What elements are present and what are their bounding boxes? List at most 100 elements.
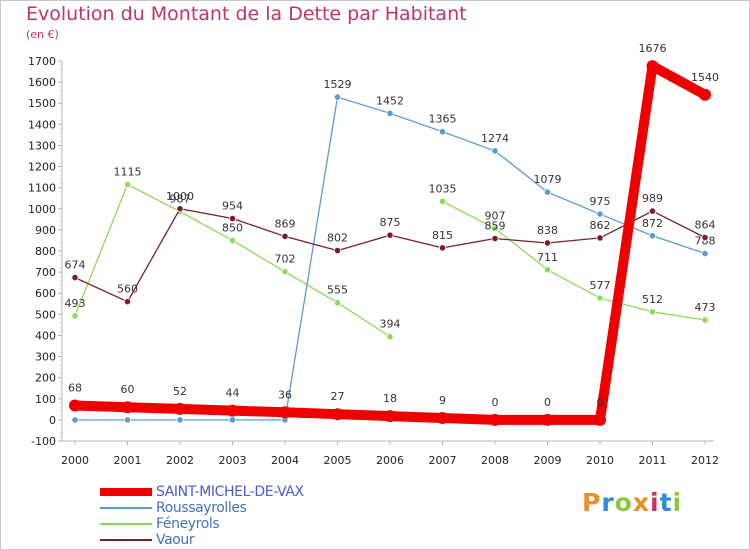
data-label: 512	[642, 293, 663, 306]
data-point	[543, 266, 552, 274]
data-point	[648, 308, 657, 316]
data-label: 473	[695, 301, 716, 314]
y-tick-label: 1300	[28, 139, 56, 152]
data-point	[228, 416, 237, 424]
y-tick-label: 800	[35, 245, 56, 258]
x-tick-label: 2011	[639, 454, 667, 467]
data-point	[279, 406, 291, 419]
data-point	[333, 246, 342, 255]
data-point	[69, 399, 81, 412]
data-point	[228, 236, 237, 245]
data-label: 555	[327, 284, 348, 297]
y-tick-label: 1200	[28, 161, 56, 174]
legend-label: Vaour	[156, 532, 195, 548]
data-point	[543, 188, 552, 196]
data-point	[226, 404, 239, 417]
data-label: 1452	[376, 94, 404, 107]
chart-subtitle: (en €)	[26, 28, 59, 41]
data-label: 1529	[324, 78, 352, 91]
data-point	[491, 234, 499, 243]
data-label: 0	[492, 396, 499, 409]
data-point	[386, 109, 394, 117]
data-label: 989	[642, 192, 663, 205]
data-point	[333, 299, 342, 307]
y-tick-label: 200	[35, 372, 56, 385]
x-tick-label: 2012	[691, 454, 719, 467]
data-point	[438, 128, 447, 136]
data-point	[596, 210, 604, 218]
legend-label: Roussayrolles	[156, 500, 247, 516]
data-point	[648, 207, 657, 215]
data-label: 869	[275, 217, 296, 230]
data-label: 60	[121, 383, 135, 396]
data-label: 1035	[429, 182, 457, 195]
data-label: 9	[439, 394, 446, 407]
data-label: 1079	[534, 173, 562, 186]
data-label: 864	[695, 218, 716, 231]
data-label: 27	[331, 390, 345, 403]
data-label: 954	[222, 199, 243, 212]
series-saint-michel-de-vax: 68 60 52 44 36 27 18 9 0 0 0 1676 1540	[68, 42, 719, 426]
legend-swatch	[100, 507, 152, 509]
y-tick-label: 1700	[28, 55, 56, 68]
y-tick-label: 1400	[28, 118, 56, 131]
data-point	[281, 232, 289, 241]
data-point	[491, 224, 499, 233]
data-label: 802	[327, 232, 348, 245]
y-tick-label: 400	[35, 329, 56, 342]
y-tick-label: 900	[35, 224, 56, 237]
data-point	[648, 232, 657, 240]
data-point	[701, 249, 709, 258]
y-tick-label: 1000	[28, 203, 56, 216]
data-point	[228, 214, 237, 223]
legend-label: SAINT-MICHEL-DE-VAX	[156, 484, 304, 500]
data-point	[121, 401, 134, 414]
y-tick-label: 1600	[28, 76, 56, 89]
data-point	[596, 234, 604, 242]
x-tick-label: 2010	[586, 454, 614, 467]
data-label: 907	[485, 209, 506, 222]
data-point	[176, 205, 184, 213]
data-label: 859	[485, 220, 506, 233]
data-label: 862	[590, 219, 611, 232]
series-line	[441, 200, 706, 321]
data-label: 872	[642, 217, 663, 230]
data-label: 0	[544, 396, 551, 409]
series-vaour: 674 560 1000 954 869 802 875 815 859 838 862 989 864	[65, 190, 716, 306]
data-point	[123, 180, 132, 189]
data-label: 18	[383, 392, 397, 405]
data-point	[281, 268, 289, 276]
data-point	[491, 147, 499, 155]
y-tick-label: 100	[35, 393, 56, 406]
data-point	[123, 298, 132, 306]
data-point	[174, 402, 186, 415]
y-tick-label: 1100	[28, 182, 56, 195]
y-tick-label: 500	[35, 308, 56, 321]
data-label: 975	[590, 195, 611, 208]
data-point	[384, 410, 396, 423]
data-label: 987	[170, 193, 191, 206]
data-label: 560	[117, 283, 138, 296]
data-label: 711	[537, 251, 558, 264]
data-label: 1676	[639, 42, 667, 55]
data-point	[438, 197, 447, 205]
legend-swatch	[100, 539, 152, 541]
data-point	[596, 294, 604, 302]
data-point	[333, 93, 342, 101]
legend-swatch	[100, 523, 152, 525]
data-point	[123, 416, 132, 424]
series-f-neyrols: 493 1115 987 850 702 555 394 1035 907 711 577 512 47…	[65, 166, 716, 341]
data-label: 1000	[166, 190, 194, 203]
data-label: 394	[380, 318, 401, 331]
x-tick-label: 2000	[61, 454, 89, 467]
data-point	[71, 416, 79, 424]
data-point	[541, 413, 554, 426]
data-label: 1365	[429, 113, 457, 126]
data-label: 674	[65, 259, 86, 272]
data-label: 1540	[691, 71, 719, 84]
data-label: 493	[65, 297, 86, 310]
y-tick-label: 600	[35, 287, 56, 300]
legend-swatch	[100, 488, 152, 496]
data-label: 1274	[481, 132, 509, 145]
